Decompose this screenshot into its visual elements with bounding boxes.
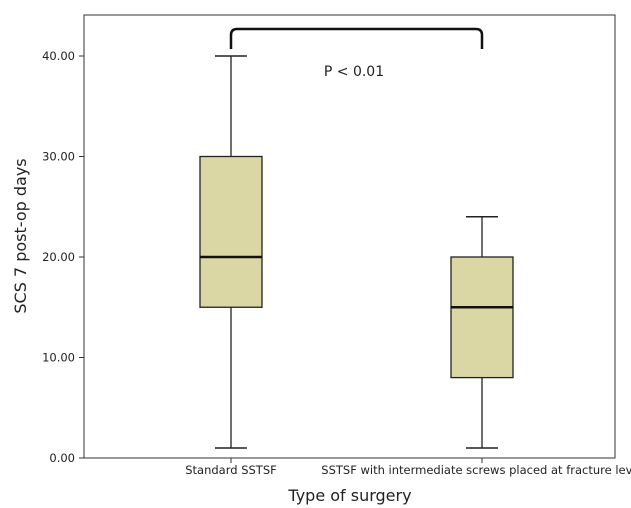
x-category-label: Standard SSTSF (185, 463, 277, 477)
p-value-annotation: P < 0.01 (324, 64, 384, 80)
plot-area-frame (83, 14, 616, 459)
iqr-box (450, 256, 514, 379)
y-tick-label: 20.00 (42, 250, 75, 264)
box-2 (450, 216, 514, 449)
box-1 (199, 55, 263, 449)
y-tick-label: 30.00 (42, 150, 75, 164)
y-tick-label: 10.00 (42, 351, 75, 365)
significance-bracket (229, 27, 484, 49)
y-axis-title: SCS 7 post-op days (11, 158, 30, 313)
iqr-box (199, 155, 263, 308)
x-axis-title: Type of surgery (287, 486, 411, 505)
y-axis: 0.00 10.00 20.00 30.00 40.00 (42, 49, 84, 465)
x-axis-categories: Standard SSTSF SSTSF with intermediate sc… (185, 458, 631, 477)
x-category-label: SSTSF with intermediate screws placed at… (321, 463, 631, 477)
boxes-group (199, 55, 514, 449)
y-tick-label: 40.00 (42, 49, 75, 63)
y-tick-label: 0.00 (49, 451, 75, 465)
